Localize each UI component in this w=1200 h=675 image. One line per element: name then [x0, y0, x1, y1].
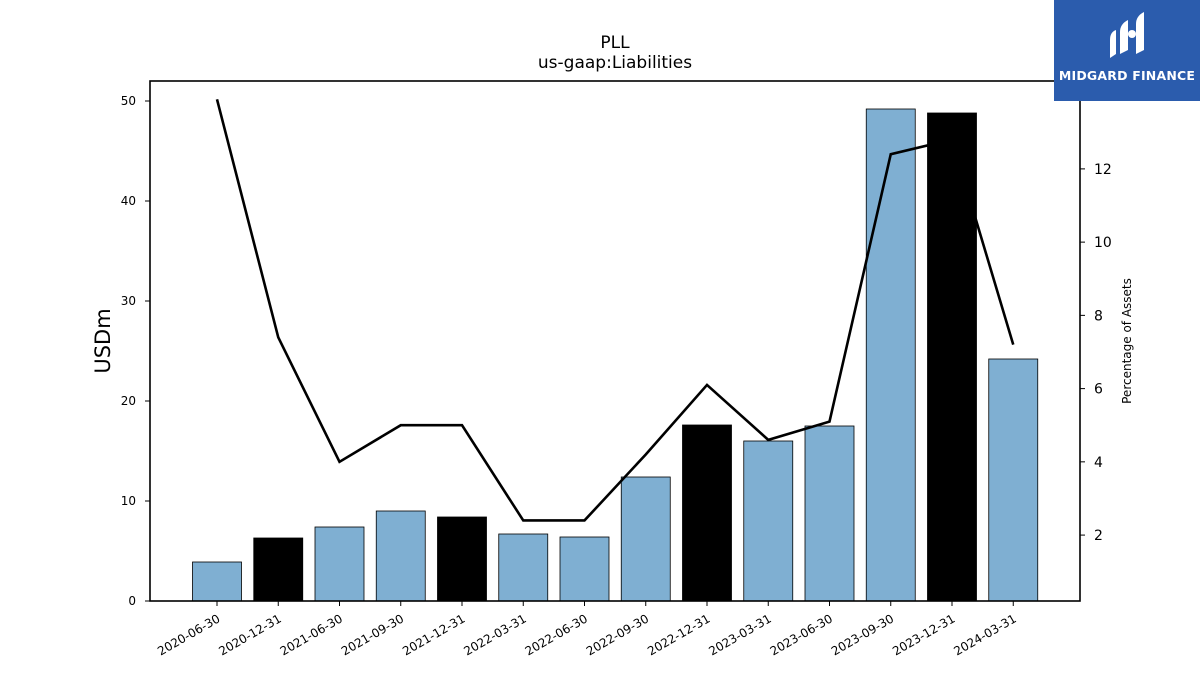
- y2-tick-label: 8: [1094, 308, 1103, 324]
- y2-tick-label: 4: [1094, 455, 1103, 471]
- x-tick-label: 2022-03-31: [461, 611, 528, 658]
- percentage-line: [215, 98, 1015, 522]
- bar-2021-06-30: [314, 526, 365, 602]
- bar-2022-12-31: [682, 424, 732, 602]
- x-tick-label: 2021-12-31: [400, 611, 467, 658]
- bar-2022-06-30: [559, 536, 610, 602]
- x-tick-label: 2022-09-30: [584, 611, 651, 658]
- x-tick-label: 2022-12-31: [645, 611, 712, 658]
- x-tick-label: 2023-09-30: [829, 611, 896, 658]
- x-tick-label: 2020-06-30: [155, 611, 222, 658]
- y2-tick-label: 12: [1094, 162, 1112, 178]
- axes: [149, 80, 1081, 602]
- y-tick-label: 50: [121, 94, 136, 108]
- x-axis-ticks: 2020-06-302020-12-312021-06-302021-09-30…: [155, 601, 1019, 658]
- bar-2022-09-30: [620, 476, 671, 602]
- y2-tick-label: 10: [1094, 235, 1112, 251]
- y-tick-label: 30: [121, 294, 136, 308]
- y-tick-label: 40: [121, 194, 136, 208]
- bar-2023-12-31: [927, 112, 977, 602]
- y-axis-label: USDm: [91, 308, 115, 373]
- midgard-logo-icon: [1110, 12, 1144, 58]
- bar-2021-09-30: [375, 510, 426, 602]
- brand-logo: MIDGARD FINANCE: [1054, 0, 1200, 101]
- bar-2024-03-31: [988, 358, 1039, 602]
- x-tick-label: 2023-12-31: [890, 611, 957, 658]
- x-tick-label: 2022-06-30: [523, 611, 590, 658]
- y-tick-label: 0: [128, 594, 136, 608]
- y2-tick-label: 2: [1094, 528, 1103, 544]
- bar-2021-12-31: [437, 516, 487, 602]
- plot-frame: [149, 80, 1081, 602]
- y-tick-label: 20: [121, 394, 136, 408]
- y2-tick-label: 6: [1094, 382, 1103, 398]
- chart-title: PLL: [600, 33, 630, 53]
- y2-axis-label: Percentage of Assets: [1120, 278, 1134, 404]
- bar-2020-12-31: [253, 537, 304, 602]
- bar-2022-03-31: [498, 533, 549, 602]
- bar-2023-06-30: [804, 425, 855, 602]
- y2-axis-ticks: 2468101214: [1080, 89, 1112, 544]
- brand-name: MIDGARD FINANCE: [1058, 68, 1196, 83]
- bar-series: [192, 108, 1039, 602]
- bar-2023-03-31: [743, 440, 794, 602]
- x-tick-label: 2023-03-31: [706, 611, 773, 658]
- x-tick-label: 2024-03-31: [951, 611, 1018, 658]
- x-tick-label: 2020-12-31: [216, 611, 283, 658]
- y-axis-ticks: 0 10 20 30 40 50: [121, 94, 150, 608]
- chart-subtitle: us-gaap:Liabilities: [538, 53, 692, 73]
- x-tick-label: 2021-06-30: [278, 611, 345, 658]
- x-tick-label: 2023-06-30: [768, 611, 835, 658]
- line-series: [215, 98, 1015, 522]
- bar-2020-06-30: [192, 561, 242, 602]
- y-tick-label: 10: [121, 494, 136, 508]
- x-tick-label: 2021-09-30: [339, 611, 406, 658]
- bar-2023-09-30: [865, 108, 916, 602]
